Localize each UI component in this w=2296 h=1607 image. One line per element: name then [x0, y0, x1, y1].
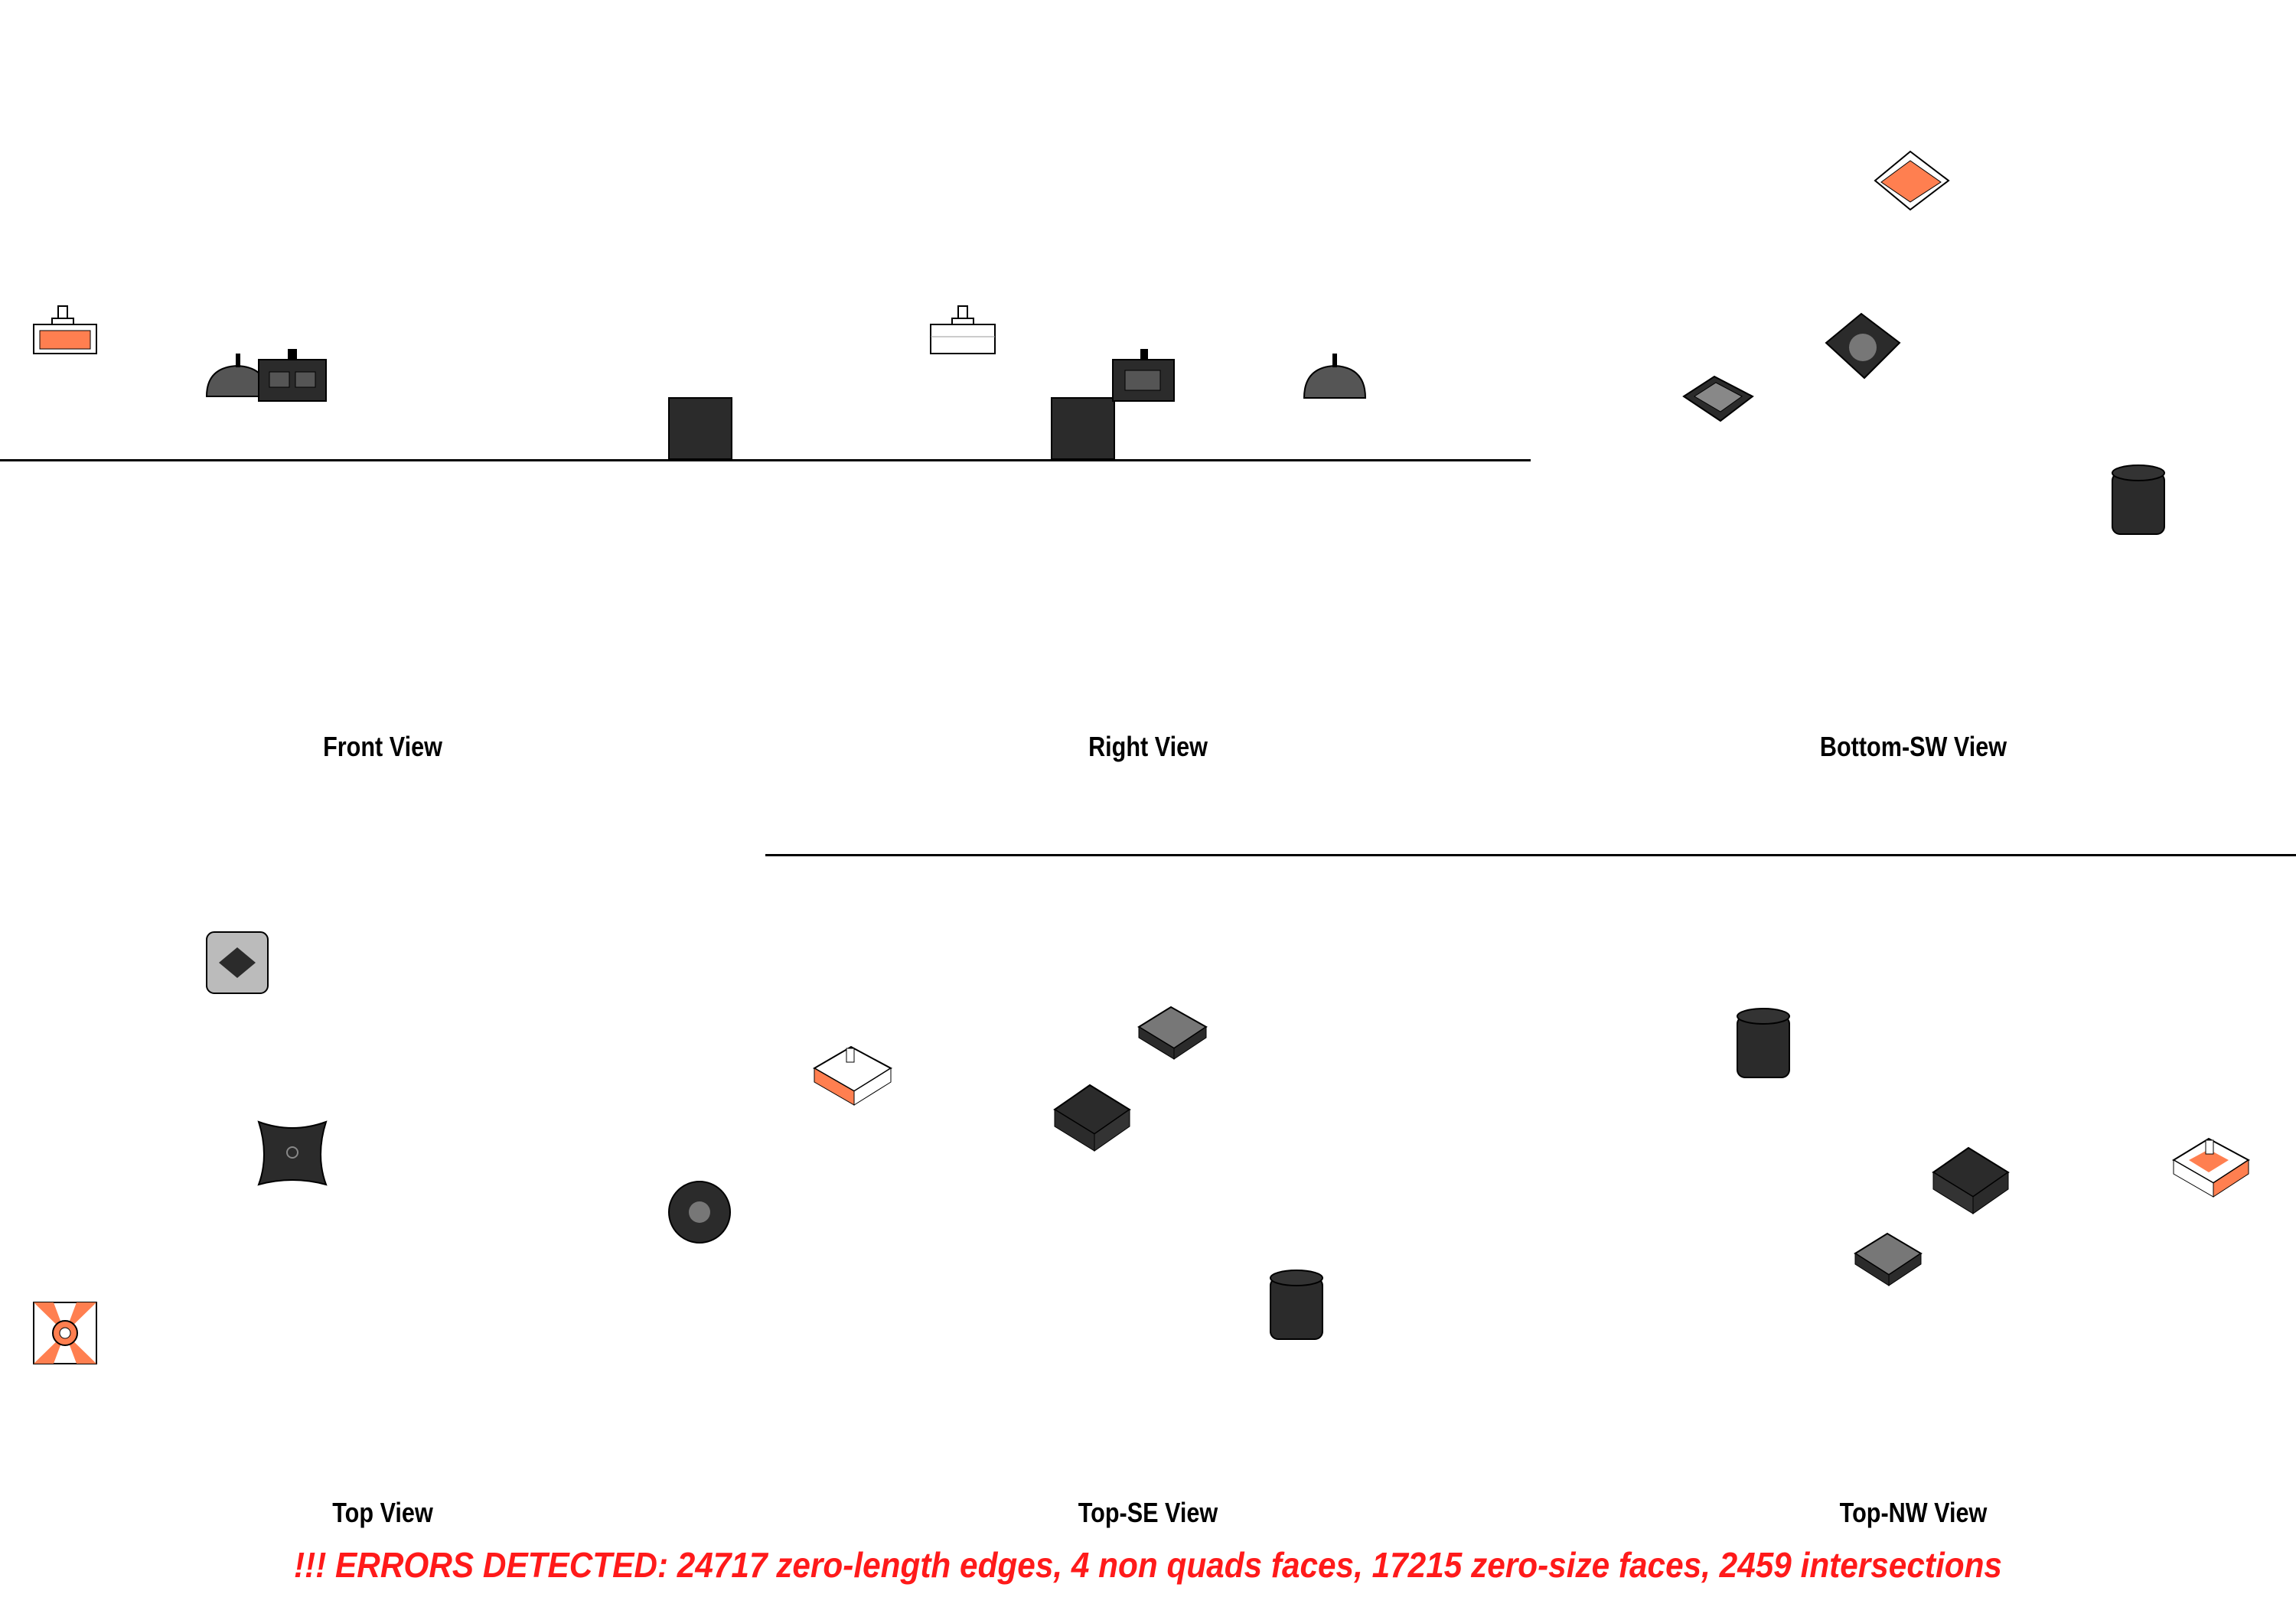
cylinder-object [1051, 397, 1115, 460]
dark-box-object [1053, 1084, 1131, 1152]
cap-object [1854, 1232, 1923, 1286]
cylinder-object [2112, 464, 2165, 535]
bottom-sw-view [1531, 0, 2296, 765]
right-view-label: Right View [1088, 731, 1208, 762]
front-view [0, 0, 765, 765]
front-view-label: Front View [323, 731, 442, 762]
top-nw-view-label: Top-NW View [1839, 1497, 1988, 1528]
orange-box-object [33, 1302, 97, 1364]
orange-box-object [930, 305, 996, 354]
orange-box-object [2172, 1137, 2250, 1198]
top-view-canvas [33, 931, 731, 1364]
orange-box-object [813, 1045, 892, 1106]
top-se-view-ground-line [765, 854, 2296, 856]
top-view [0, 842, 765, 1607]
cylinder-object [668, 397, 732, 460]
right-view-canvas [930, 305, 1367, 460]
orange-box-object [1874, 150, 1950, 211]
orange-box-object [33, 305, 97, 354]
cap-object [1303, 354, 1367, 399]
bottom-sw-view-label: Bottom-SW View [1819, 731, 2007, 762]
top-nw-view [1531, 842, 2296, 1607]
dark-box-object [257, 1120, 328, 1186]
bottom-sw-view-canvas [1682, 150, 2165, 535]
top-view-label: Top View [332, 1497, 433, 1528]
cylinder-object [668, 1181, 731, 1244]
cap-object [1137, 1006, 1208, 1060]
cap-object [206, 931, 269, 994]
top-nw-view-canvas [1737, 1008, 2250, 1286]
cylinder-object [1737, 1008, 1790, 1078]
cylinder-object [1270, 1270, 1323, 1340]
dark-box-object [1825, 312, 1901, 380]
dark-box-object [1112, 349, 1175, 402]
top-se-view-label: Top-SE View [1078, 1497, 1218, 1528]
dark-box-object [1932, 1146, 2010, 1214]
top-se-view [765, 842, 1531, 1607]
right-view [765, 0, 1531, 765]
error-banner: !!! ERRORS DETECTED: 24717 zero-length e… [294, 1545, 2002, 1585]
front-view-ground-line [0, 459, 1531, 461]
cap-object [1682, 375, 1754, 422]
front-view-canvas [33, 305, 732, 460]
top-se-view-canvas [813, 1006, 1323, 1340]
dark-box-object [258, 349, 327, 402]
